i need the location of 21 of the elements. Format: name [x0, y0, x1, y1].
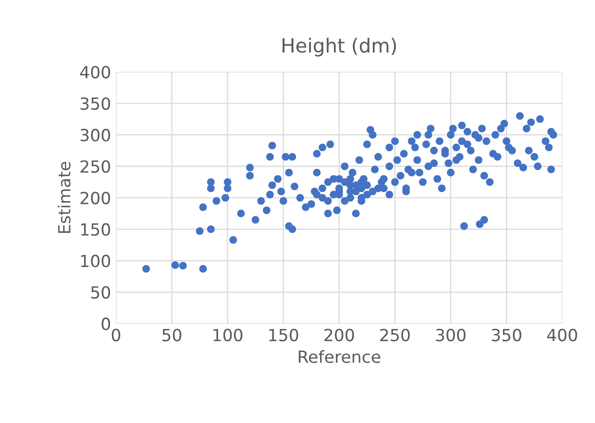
y-tick-label: 200: [80, 192, 110, 204]
x-tick-label: 50: [162, 328, 182, 342]
y-tick-label: 100: [81, 254, 110, 268]
x-tick-label: 300: [436, 328, 466, 342]
y-tick-label: 400: [80, 66, 110, 78]
x-tick-label: 150: [269, 328, 298, 342]
x-axis-title: Reference: [298, 350, 380, 364]
x-tick-label: 100: [214, 328, 242, 342]
y-tick-label: 50: [91, 286, 110, 299]
x-tick-label: 350: [492, 328, 522, 342]
y-tick-label: 150: [81, 223, 110, 236]
y-tick-label: 350: [80, 97, 110, 110]
y-axis-title: Estimate: [58, 162, 71, 233]
x-tick-label: 250: [380, 328, 410, 342]
y-tick-label: 250: [80, 160, 110, 173]
chart-title: Height (dm): [282, 38, 396, 57]
x-tick-label: 0: [112, 328, 120, 342]
y-tick-label: 0: [102, 318, 110, 330]
x-tick-label: 400: [547, 328, 578, 342]
x-tick-label: 200: [324, 328, 354, 342]
y-tick-label: 300: [80, 128, 110, 142]
